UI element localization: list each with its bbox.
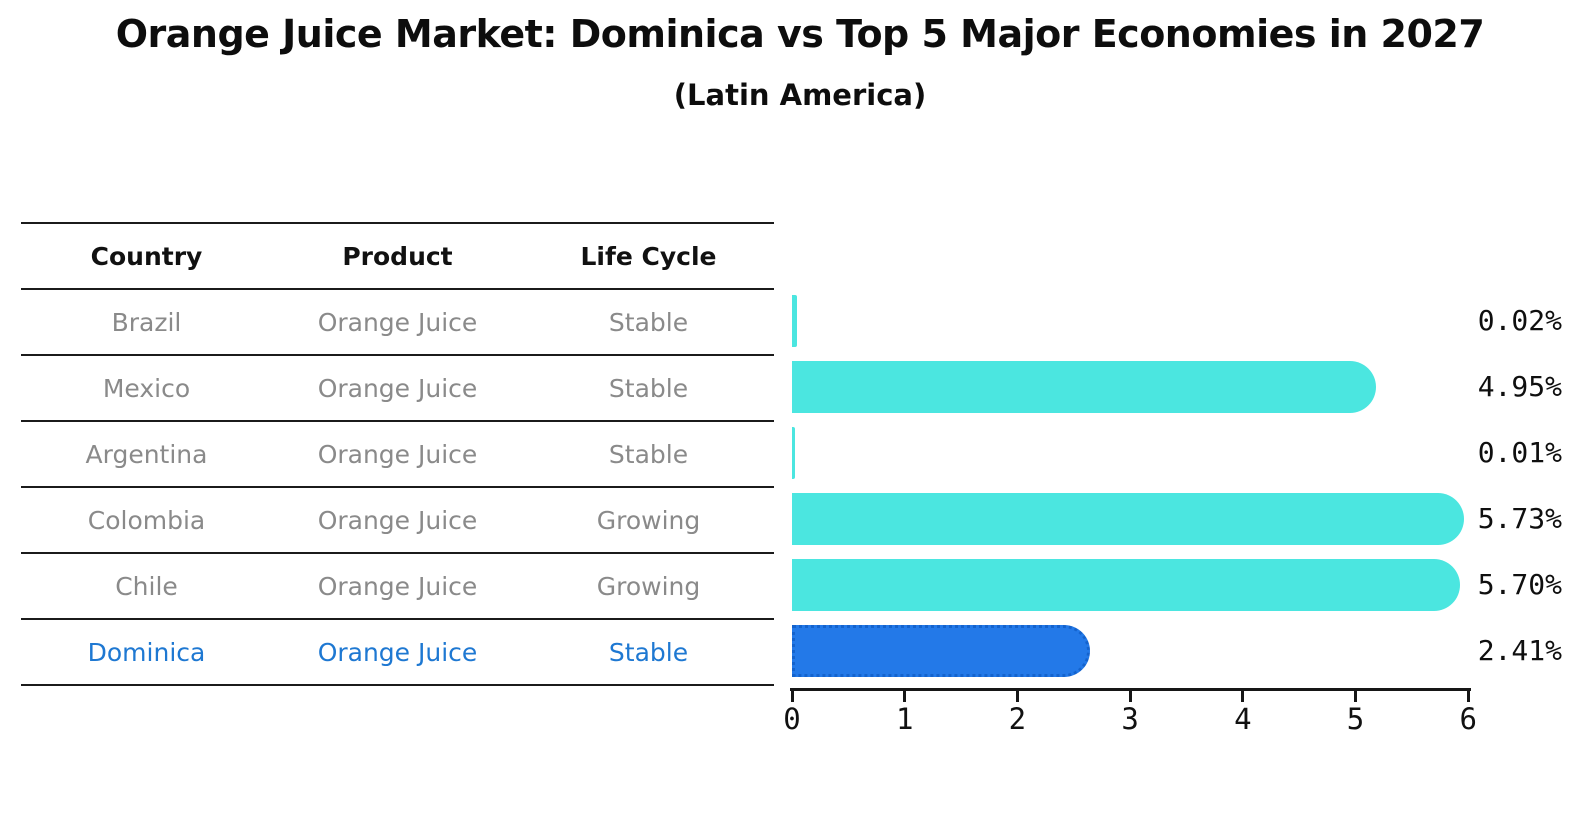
table-cell-life-cycle: Stable [608, 373, 689, 403]
x-axis-tick-label: 3 [1121, 702, 1139, 736]
x-axis-tick [1466, 691, 1470, 702]
table-cell-product: Orange Juice [317, 505, 478, 535]
bar [792, 427, 795, 479]
table-row: Colombia Orange Juice Growing [21, 488, 774, 554]
bar-value-label: 2.41% [1477, 634, 1562, 667]
x-axis-tick [1354, 691, 1357, 702]
table-row: Mexico Orange Juice Stable [21, 356, 774, 422]
x-axis-tick [1015, 691, 1019, 702]
table-cell-product: Orange Juice [317, 307, 478, 337]
bar [792, 559, 1461, 611]
x-axis-tick-label: 1 [895, 702, 914, 736]
table-row: Chile Orange Juice Growing [21, 554, 774, 620]
x-axis-line [790, 688, 1471, 691]
table-cell-country: Chile [115, 571, 178, 601]
bar-value-label: 4.95% [1477, 370, 1562, 403]
x-axis-tick-label: 6 [1459, 702, 1477, 736]
table-cell-life-cycle: Stable [608, 637, 689, 667]
bar-value-label: 5.70% [1477, 568, 1562, 601]
x-axis-tick [1241, 691, 1245, 702]
table-cell-product: Orange Juice [317, 571, 478, 601]
table-header-cell: Life Cycle [580, 241, 717, 271]
table-cell-life-cycle: Growing [596, 571, 701, 601]
table-cell-life-cycle: Stable [608, 307, 689, 337]
table-row: Brazil Orange Juice Stable [21, 290, 774, 356]
table-cell-life-cycle: Growing [596, 505, 701, 535]
table-cell-country: Colombia [87, 505, 206, 535]
bar [792, 625, 1090, 677]
bar [792, 295, 797, 347]
table-cell-country: Dominica [87, 637, 206, 667]
table-row: Argentina Orange Juice Stable [21, 422, 774, 488]
bar-value-label: 0.01% [1477, 436, 1562, 469]
bar [792, 493, 1464, 545]
table-row: Dominica Orange Juice Stable [21, 620, 774, 686]
table-header-cell: Product [342, 241, 453, 271]
x-axis-tick-label: 5 [1346, 702, 1365, 736]
country-table: Country Product Life Cycle Brazil Orange J… [21, 222, 774, 686]
x-axis-tick-label: 2 [1008, 702, 1027, 736]
table-cell-product: Orange Juice [317, 439, 478, 469]
bar-value-label: 0.02% [1477, 304, 1562, 337]
table-cell-country: Argentina [85, 439, 208, 469]
x-axis-tick [790, 691, 794, 702]
x-axis-tick [1128, 691, 1132, 702]
table-header-row: Country Product Life Cycle [21, 224, 774, 290]
x-axis-tick-label: 0 [783, 702, 801, 736]
table-header-cell: Country [90, 241, 203, 271]
chart-title: Orange Juice Market: Dominica vs Top 5 M… [115, 12, 1485, 56]
table-cell-country: Mexico [102, 373, 191, 403]
table-cell-product: Orange Juice [317, 373, 478, 403]
table-cell-product: Orange Juice [317, 637, 478, 667]
bar-value-label: 5.73% [1477, 502, 1562, 535]
table-cell-life-cycle: Stable [608, 439, 689, 469]
bar [792, 361, 1376, 413]
x-axis-tick [903, 691, 907, 702]
chart-subtitle: (Latin America) [673, 78, 927, 112]
x-axis-tick-label: 4 [1234, 702, 1252, 736]
table-body: Brazil Orange Juice Stable Mexico Orange… [21, 290, 774, 686]
table-cell-country: Brazil [111, 307, 182, 337]
